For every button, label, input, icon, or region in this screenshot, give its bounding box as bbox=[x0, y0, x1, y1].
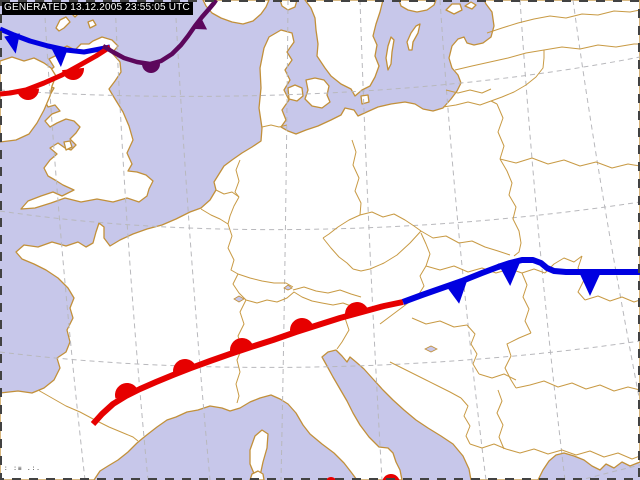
country-border bbox=[237, 273, 294, 288]
land-finland-archipelago bbox=[398, 0, 437, 13]
graticule-line bbox=[280, 0, 289, 480]
cold-front-northwest-triangle-marker bbox=[4, 33, 20, 54]
country-border bbox=[234, 159, 241, 198]
country-border bbox=[478, 373, 517, 381]
country-border bbox=[420, 232, 431, 267]
country-border bbox=[232, 273, 247, 301]
lake-constance bbox=[283, 284, 293, 291]
graticule-line bbox=[0, 201, 640, 231]
country-border bbox=[496, 103, 505, 160]
country-border bbox=[420, 230, 511, 256]
graticule-line bbox=[114, 0, 149, 480]
cold-front-northwest-triangle-marker bbox=[52, 48, 68, 67]
island-orkney bbox=[87, 19, 97, 29]
country-border bbox=[504, 332, 532, 389]
graticule-line bbox=[519, 0, 566, 480]
warm-front-main-semicircle-marker bbox=[173, 359, 197, 374]
country-border bbox=[515, 380, 640, 392]
country-border bbox=[499, 158, 522, 257]
graticule-line bbox=[43, 0, 86, 480]
island-saaremaa bbox=[445, 3, 463, 15]
country-border bbox=[322, 237, 354, 270]
island-isle-of-man bbox=[63, 140, 73, 151]
warm-front-main-semicircle-marker bbox=[230, 338, 254, 353]
warm-front-south-edge-semicircle-marker bbox=[325, 477, 337, 480]
island-hebrides-1 bbox=[55, 16, 71, 32]
occluded-front-north-line bbox=[101, 0, 218, 67]
warm-front-northwest-semicircle-marker bbox=[62, 67, 84, 80]
country-border bbox=[227, 196, 240, 225]
country-border bbox=[454, 43, 640, 71]
country-border bbox=[469, 443, 507, 450]
country-border bbox=[521, 272, 532, 334]
warm-front-main-semicircle-marker bbox=[114, 383, 139, 399]
land-sweden bbox=[304, 0, 384, 97]
graticule-line bbox=[359, 0, 383, 480]
graticule-line bbox=[0, 340, 640, 368]
country-border bbox=[215, 189, 240, 198]
country-border bbox=[584, 295, 640, 303]
country-border bbox=[200, 208, 229, 225]
land-oslo-area bbox=[279, 0, 298, 11]
country-border bbox=[389, 361, 462, 399]
country-border bbox=[460, 397, 471, 445]
warm-front-main-line bbox=[90, 299, 404, 427]
island-sardinia-tip bbox=[249, 470, 265, 480]
occluded-front-north-triangle-marker bbox=[193, 17, 208, 30]
generated-timestamp-label: GENERATED 13.12.2005 23:55:05 UTC bbox=[2, 2, 193, 15]
island-gotland bbox=[406, 23, 421, 51]
lake-layer bbox=[233, 284, 438, 353]
warm-front-main-semicircle-marker bbox=[345, 302, 369, 316]
lake-geneva bbox=[233, 295, 245, 303]
warm-front-main-semicircle-marker bbox=[290, 318, 314, 332]
occluded-front-north-semicircle-marker bbox=[142, 63, 160, 73]
cold-front-east-triangle-marker bbox=[579, 272, 601, 296]
country-border bbox=[496, 389, 505, 450]
lake-balaton bbox=[424, 345, 438, 353]
warm-front-northwest-line bbox=[0, 44, 112, 97]
country-border bbox=[505, 448, 640, 460]
country-border bbox=[466, 324, 480, 375]
country-border bbox=[411, 317, 468, 328]
country-border bbox=[351, 139, 362, 216]
graticule-line bbox=[439, 0, 487, 480]
country-border bbox=[499, 157, 640, 169]
country-border bbox=[245, 291, 352, 307]
cold-front-east-triangle-marker bbox=[445, 281, 467, 304]
country-border bbox=[442, 100, 498, 108]
island-hiiumaa bbox=[464, 1, 477, 10]
footer-watermark: : :≡ .:. bbox=[4, 465, 41, 472]
graticule-line bbox=[579, 464, 640, 480]
country-border bbox=[352, 230, 422, 272]
country-border bbox=[235, 299, 247, 404]
cold-front-east-triangle-marker bbox=[498, 262, 520, 286]
warm-front-northwest-semicircle-marker bbox=[17, 88, 39, 101]
island-bornholm bbox=[360, 94, 370, 105]
island-corsica bbox=[249, 429, 269, 477]
graticule-line bbox=[572, 0, 640, 406]
island-oland bbox=[385, 36, 395, 71]
country-border bbox=[445, 88, 492, 94]
country-border bbox=[292, 286, 362, 298]
country-border bbox=[227, 223, 239, 275]
country-border bbox=[486, 9, 640, 34]
country-border bbox=[261, 124, 288, 128]
country-border bbox=[490, 50, 545, 102]
country-border bbox=[359, 211, 422, 232]
country-border bbox=[322, 214, 361, 239]
island-funen bbox=[287, 84, 304, 102]
graticule-line bbox=[174, 0, 211, 480]
